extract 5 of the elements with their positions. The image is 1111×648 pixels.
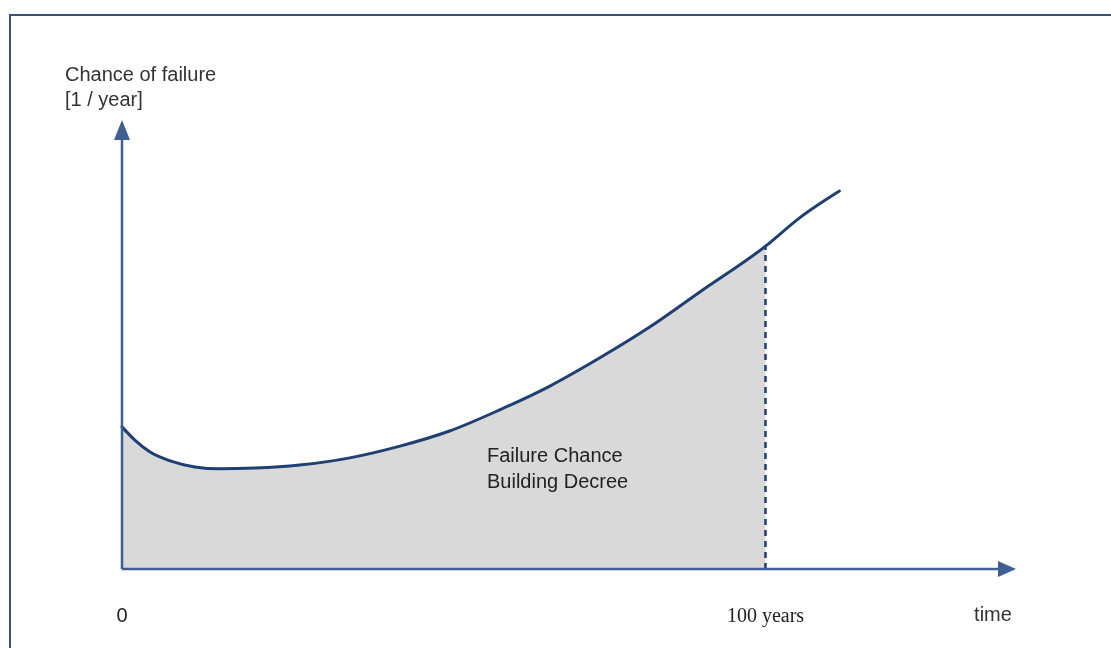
y-axis-title: Chance of failure [1 / year] xyxy=(65,63,217,110)
x-tick-label: 100 years xyxy=(726,604,805,627)
x-tick-label: 0 xyxy=(116,604,128,626)
annotation: Failure Chance Building Decree xyxy=(487,444,629,492)
x-axis-title: time xyxy=(974,603,1012,625)
